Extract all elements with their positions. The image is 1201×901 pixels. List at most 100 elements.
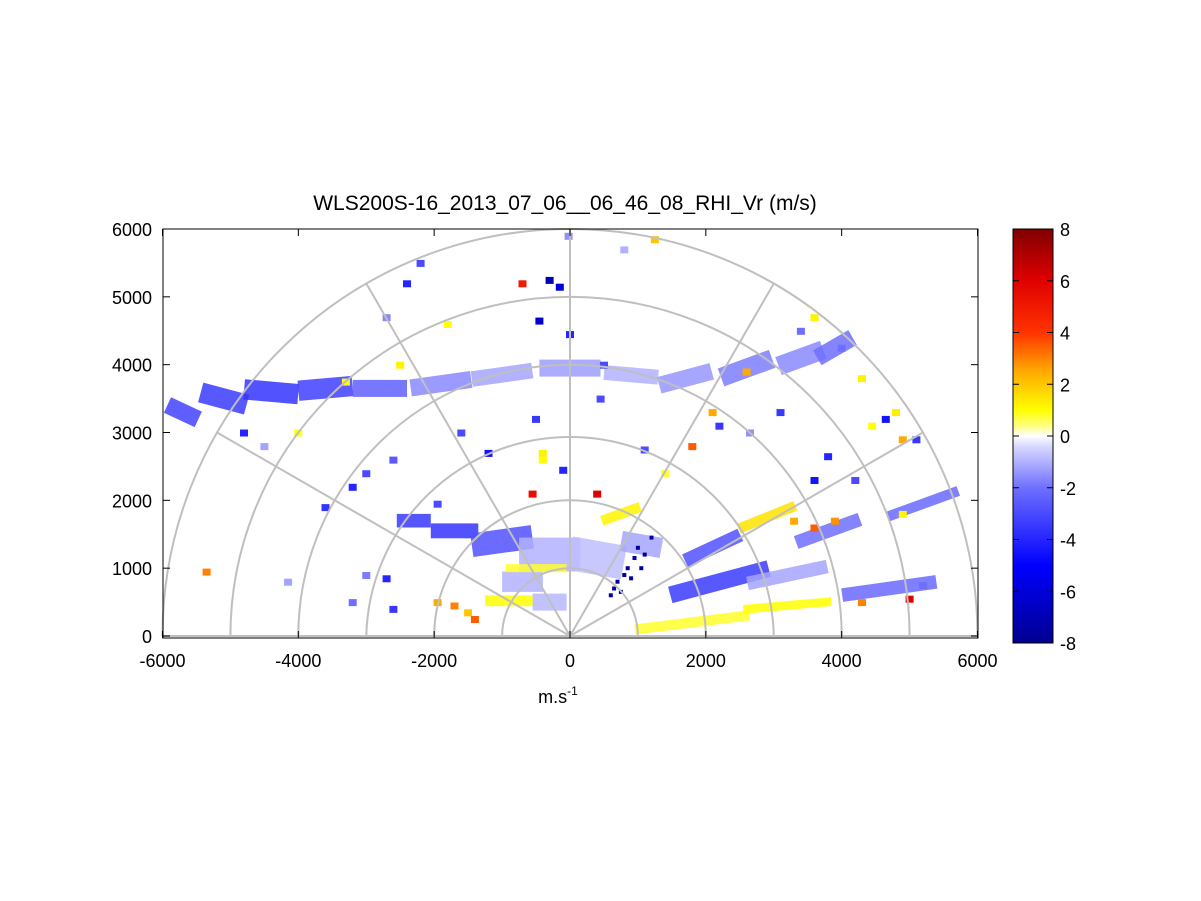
- x-tick-label-6: 6000: [957, 651, 997, 671]
- velocity-cell-48: [898, 436, 907, 444]
- velocity-cell-33: [640, 446, 649, 454]
- velocity-band-27: [634, 610, 751, 635]
- velocity-cell-8: [389, 456, 398, 464]
- x-axis-label: m.s-1: [538, 684, 578, 707]
- velocity-cell-57: [858, 599, 866, 607]
- velocity-cell-42: [810, 314, 819, 322]
- velocity-cell-49: [912, 436, 921, 444]
- colorbar: 8 6 4 2 0 -2 -4 -6 -8: [1012, 220, 1076, 654]
- velocity-cell-26: [600, 361, 608, 369]
- velocity-cell-52: [810, 477, 819, 484]
- velocity-cell-27: [596, 395, 605, 403]
- velocity-cell-35: [688, 443, 697, 451]
- y-tick-label-1: 1000: [112, 559, 152, 579]
- velocity-noise-7: [629, 576, 634, 581]
- velocity-band-13: [396, 513, 431, 528]
- velocity-band-28: [742, 597, 832, 614]
- velocity-band-9: [657, 363, 714, 394]
- y-tick-label-4: 4000: [112, 356, 152, 376]
- x-tick-label-1: -4000: [275, 651, 321, 671]
- x-axis-label-superscript: -1: [567, 684, 578, 698]
- velocity-noise-2: [625, 566, 630, 571]
- velocity-cell-43: [837, 344, 846, 352]
- radial-line-60: [569, 282, 775, 637]
- velocity-cell-29: [457, 429, 466, 437]
- velocity-cell-41: [796, 327, 805, 335]
- velocity-noise-6: [608, 593, 613, 598]
- velocity-cell-28: [532, 415, 540, 423]
- x-tick-label-2: -2000: [411, 651, 457, 671]
- velocity-cell-20: [555, 283, 564, 291]
- velocity-band-30: [505, 564, 567, 573]
- y-tick-label-2: 2000: [112, 491, 152, 511]
- velocity-cell-46: [881, 415, 890, 423]
- x-tick-label-0: -6000: [139, 651, 185, 671]
- velocity-band-1: [198, 382, 250, 415]
- velocity-cell-4: [389, 605, 398, 613]
- velocity-cell-34: [661, 470, 670, 478]
- velocity-band-12: [812, 330, 857, 366]
- velocity-cell-63: [470, 616, 479, 623]
- velocity-cell-65: [593, 490, 602, 498]
- velocity-cell-51: [851, 477, 860, 484]
- velocity-band-22: [668, 560, 771, 604]
- x-tick-label-3: 0: [565, 651, 575, 671]
- velocity-noise-5: [612, 586, 617, 591]
- velocity-cell-19: [545, 276, 554, 284]
- velocity-cell-13: [396, 361, 405, 369]
- velocity-band-19: [502, 571, 543, 592]
- velocity-cell-15: [403, 280, 411, 288]
- velocity-cell-59: [919, 582, 928, 590]
- velocity-cell-47: [892, 409, 900, 417]
- velocity-cell-44: [858, 375, 866, 383]
- velocity-cell-56: [790, 517, 799, 525]
- colorbar-ticks: 8 6 4 2 0 -2 -4 -6 -8: [1013, 220, 1076, 654]
- velocity-band-14: [430, 523, 479, 539]
- velocity-cell-7: [362, 470, 371, 478]
- velocity-cell-18: [518, 280, 527, 288]
- velocity-band-10: [717, 349, 776, 387]
- velocity-cell-54: [830, 517, 839, 525]
- velocity-cell-37: [715, 422, 724, 430]
- colorbar-tick-label-2: 4: [1060, 324, 1070, 344]
- colorbar-tick-label-8: -8: [1060, 634, 1076, 654]
- velocity-cell-62: [464, 609, 473, 617]
- chart-title: WLS200S-16_2013_07_06__06_46_08_RHI_Vr (…: [313, 192, 817, 215]
- y-tick-label-0: 0: [142, 627, 152, 647]
- velocity-band-4: [352, 379, 407, 397]
- y-tick-label-5: 5000: [112, 288, 152, 308]
- velocity-band-3: [297, 375, 354, 401]
- y-tick-label-3: 3000: [112, 424, 152, 444]
- x-tick-label-4: 2000: [686, 651, 726, 671]
- velocity-noise-10: [649, 535, 654, 540]
- velocity-cell-21: [535, 317, 544, 325]
- x-axis-ticks: -6000 -4000 -2000 0 2000 4000 6000: [139, 229, 998, 671]
- velocity-cell-16: [416, 259, 425, 267]
- velocity-cell-55: [810, 524, 819, 532]
- velocity-noise-4: [615, 579, 620, 584]
- colorbar-tick-label-4: 0: [1060, 427, 1070, 447]
- velocity-band-31: [600, 502, 642, 526]
- velocity-cell-58: [905, 595, 914, 603]
- velocity-cell-25: [650, 236, 659, 244]
- velocity-field: [163, 232, 960, 635]
- velocity-band-32: [736, 501, 798, 534]
- velocity-cell-3: [362, 572, 371, 579]
- colorbar-tick-label-5: -2: [1060, 479, 1076, 499]
- velocity-cell-5: [321, 504, 330, 512]
- colorbar-tick-label-0: 8: [1060, 220, 1070, 240]
- velocity-cell-23: [564, 232, 573, 240]
- velocity-noise-11: [639, 566, 644, 571]
- velocity-cell-24: [620, 246, 629, 254]
- colorbar-tick-label-1: 6: [1060, 272, 1070, 292]
- velocity-band-0: [163, 397, 202, 428]
- colorbar-tick-label-3: 2: [1060, 375, 1070, 395]
- y-tick-label-6: 6000: [112, 220, 152, 240]
- colorbar-tick-label-7: -6: [1060, 582, 1076, 602]
- velocity-cell-0: [202, 568, 211, 576]
- velocity-noise-8: [642, 552, 647, 557]
- velocity-band-15: [470, 525, 534, 558]
- radial-line-120: [365, 282, 571, 637]
- radial-line-30: [569, 431, 924, 637]
